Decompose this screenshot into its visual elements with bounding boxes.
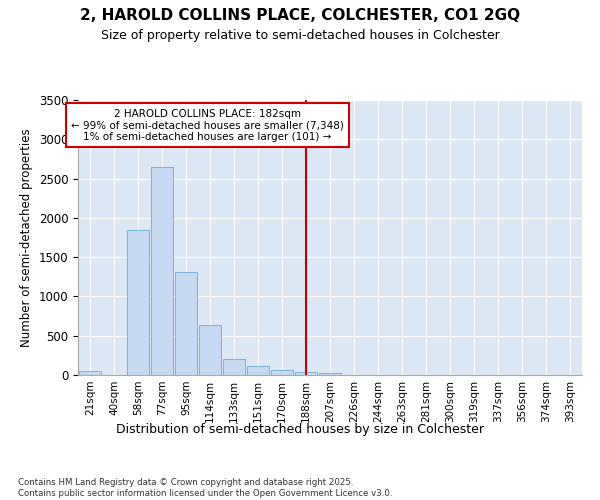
Text: 2 HAROLD COLLINS PLACE: 182sqm
← 99% of semi-detached houses are smaller (7,348): 2 HAROLD COLLINS PLACE: 182sqm ← 99% of … (71, 108, 344, 142)
Bar (319, 374, 341, 375)
Y-axis label: Number of semi-detached properties: Number of semi-detached properties (20, 128, 33, 347)
Bar (223, 360, 245, 375)
Text: Distribution of semi-detached houses by size in Colchester: Distribution of semi-detached houses by … (116, 422, 484, 436)
Bar (247, 366, 269, 375)
Text: 2, HAROLD COLLINS PLACE, COLCHESTER, CO1 2GQ: 2, HAROLD COLLINS PLACE, COLCHESTER, CO1… (80, 8, 520, 22)
Bar (79, 370, 101, 375)
Bar (151, 167, 173, 375)
Bar (199, 324, 221, 375)
Bar (175, 272, 197, 375)
Bar (127, 230, 149, 375)
Bar (295, 372, 317, 375)
Text: Contains HM Land Registry data © Crown copyright and database right 2025.
Contai: Contains HM Land Registry data © Crown c… (18, 478, 392, 498)
Bar (271, 370, 293, 375)
Text: Size of property relative to semi-detached houses in Colchester: Size of property relative to semi-detach… (101, 29, 499, 42)
